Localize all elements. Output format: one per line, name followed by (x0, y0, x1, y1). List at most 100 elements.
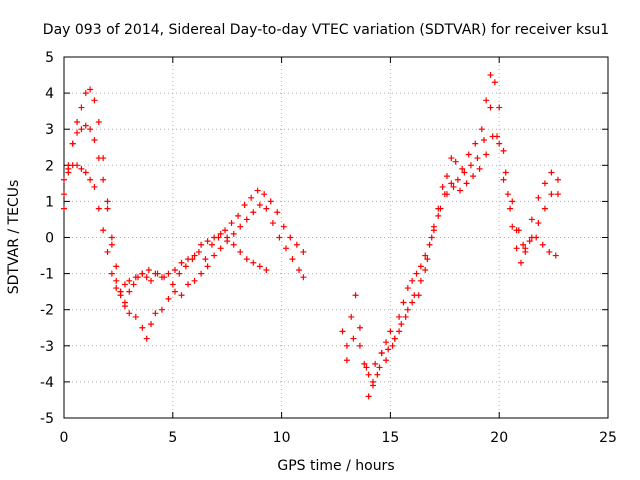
data-point (61, 176, 67, 183)
data-point (422, 252, 429, 259)
data-point (539, 241, 546, 248)
data-point (217, 245, 224, 252)
data-point (185, 256, 192, 263)
data-point (237, 248, 244, 255)
data-point (409, 277, 416, 284)
y-tick-label: -5 (40, 411, 54, 427)
x-tick-label: 5 (168, 430, 177, 446)
data-point (474, 155, 481, 162)
data-point (243, 216, 250, 223)
data-point (230, 241, 237, 248)
data-point (132, 313, 139, 320)
data-point (191, 252, 198, 259)
y-tick-label: -2 (40, 303, 54, 319)
series-track-e (343, 104, 559, 385)
data-point (535, 220, 542, 227)
data-point (450, 183, 457, 190)
data-point (513, 245, 520, 252)
data-point (78, 104, 85, 111)
data-point (300, 248, 307, 255)
data-point (74, 129, 81, 136)
data-point (376, 364, 383, 371)
data-point (383, 339, 390, 346)
data-point (104, 198, 111, 205)
data-point (148, 321, 155, 328)
data-point (267, 198, 274, 205)
data-point (95, 118, 102, 125)
data-point (248, 194, 255, 201)
data-point (489, 133, 496, 140)
data-point (535, 194, 542, 201)
y-tick-label: 1 (45, 194, 54, 210)
data-point (256, 263, 263, 270)
data-point (256, 202, 263, 209)
data-point (74, 162, 81, 169)
data-point (198, 241, 205, 248)
data-point (424, 256, 431, 263)
data-point (522, 245, 529, 252)
data-point (361, 360, 368, 367)
data-point (148, 277, 155, 284)
data-point (439, 183, 446, 190)
data-point (95, 205, 102, 212)
data-point (108, 234, 115, 241)
data-point (487, 72, 494, 79)
data-point (104, 205, 111, 212)
data-point (554, 191, 561, 198)
data-point (224, 234, 231, 241)
data-point (404, 285, 411, 292)
data-point (487, 104, 494, 111)
data-point (113, 285, 120, 292)
data-point (165, 295, 172, 302)
data-point (443, 173, 450, 180)
data-point (400, 299, 407, 306)
data-point (130, 281, 137, 288)
data-point (78, 126, 85, 133)
data-point (546, 248, 553, 255)
y-tick-label: -4 (40, 375, 54, 391)
data-point (82, 90, 89, 97)
data-point (139, 270, 146, 277)
data-point (176, 270, 183, 277)
data-point (515, 227, 522, 234)
data-point (254, 187, 261, 194)
y-tick-label: -3 (40, 339, 54, 355)
data-point (459, 165, 466, 172)
data-point (541, 205, 548, 212)
series-track-b (61, 122, 307, 342)
data-point (378, 350, 385, 357)
data-point (389, 342, 396, 349)
y-axis-label: SDTVAR / TECUs (6, 180, 22, 295)
x-tick-label: 15 (381, 430, 399, 446)
data-point (548, 191, 555, 198)
data-point (467, 162, 474, 169)
data-point (152, 270, 159, 277)
data-point (500, 176, 507, 183)
data-points (61, 72, 561, 400)
data-point (428, 234, 435, 241)
data-point (448, 155, 455, 162)
y-tick-label: -1 (40, 267, 54, 283)
series-track-d (339, 72, 561, 400)
data-point (350, 335, 357, 342)
data-point (250, 259, 257, 266)
data-point (348, 313, 355, 320)
data-point (374, 371, 381, 378)
data-point (507, 205, 514, 212)
x-tick-label: 10 (273, 430, 291, 446)
data-point (387, 328, 394, 335)
data-point (217, 230, 224, 237)
data-point (87, 86, 94, 93)
data-point (517, 259, 524, 266)
y-axis-ticks: -5 -4 -3 -2 -1 0 1 2 3 4 5 (40, 50, 608, 427)
data-point (204, 238, 211, 245)
data-point (169, 281, 176, 288)
data-point (276, 234, 283, 241)
data-point (478, 126, 485, 133)
data-point (296, 266, 303, 273)
data-point (552, 252, 559, 259)
data-point (409, 299, 416, 306)
data-point (443, 191, 450, 198)
data-point (483, 97, 490, 104)
